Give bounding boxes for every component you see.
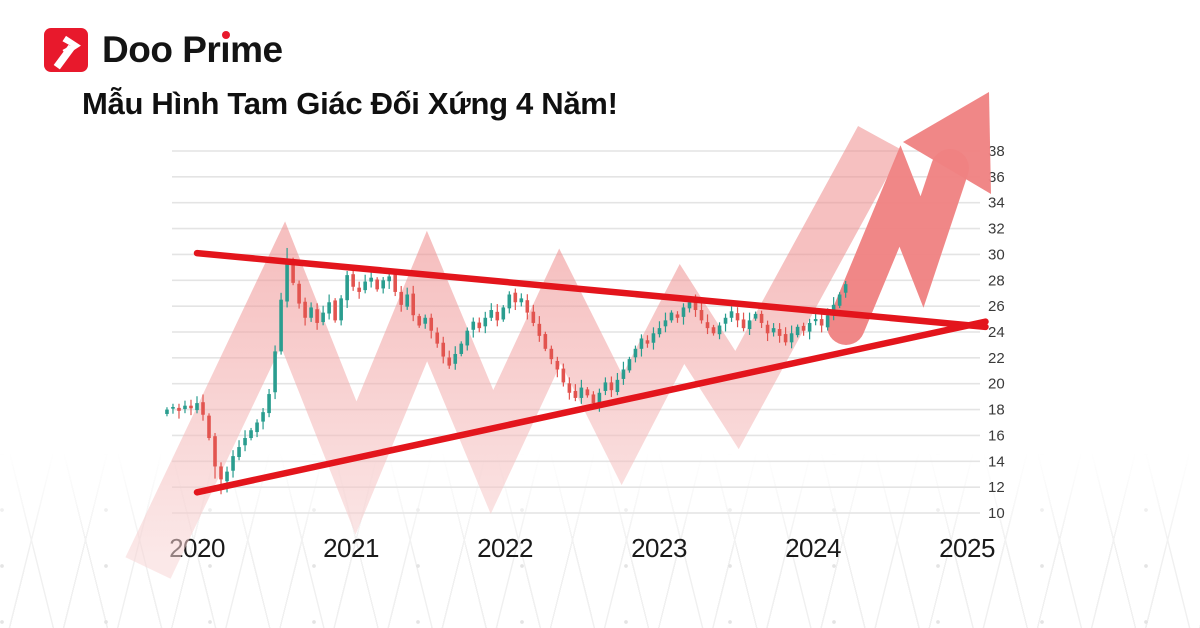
wordmark-dotless-i: ı xyxy=(220,29,231,70)
x-axis-label: 2023 xyxy=(631,533,687,563)
breakout-arrow-shaft xyxy=(827,145,969,345)
breakout-arrow-head xyxy=(903,92,991,194)
y-axis-label: 30 xyxy=(988,246,1005,263)
brand-logo: Doo Prıme xyxy=(44,28,618,72)
y-axis-label: 32 xyxy=(988,221,1005,238)
y-axis-label: 14 xyxy=(988,453,1005,470)
y-axis-label: 36 xyxy=(988,169,1005,186)
x-axis-label: 2022 xyxy=(477,533,533,563)
x-axis-label: 2021 xyxy=(323,533,379,563)
y-axis-label: 20 xyxy=(988,376,1005,393)
y-axis-label: 18 xyxy=(988,402,1005,419)
lower-trendline xyxy=(193,318,989,496)
y-axis-label: 22 xyxy=(988,350,1005,367)
zigzag-band xyxy=(125,126,902,579)
doo-prime-logo-icon xyxy=(44,28,88,72)
y-axis-label: 12 xyxy=(988,479,1005,496)
y-axis-label: 16 xyxy=(988,427,1005,444)
wordmark-pre: Doo Pr xyxy=(102,29,221,70)
wordmark-post: me xyxy=(230,29,283,70)
y-axis-label: 10 xyxy=(988,505,1005,522)
brand-wordmark: Doo Prıme xyxy=(102,28,283,72)
header: Doo Prıme Mẫu Hình Tam Giác Đối Xứng 4 N… xyxy=(44,28,618,122)
y-axis-label: 38 xyxy=(988,143,1005,160)
y-axis-label: 24 xyxy=(988,324,1005,341)
y-axis-label: 28 xyxy=(988,272,1005,289)
candles xyxy=(165,247,848,495)
logo-arrow-glyph xyxy=(53,35,81,70)
x-axis-label: 2024 xyxy=(785,533,841,563)
y-axis-label: 34 xyxy=(988,195,1005,212)
y-axis-label: 26 xyxy=(988,298,1005,315)
page-title: Mẫu Hình Tam Giác Đối Xứng 4 Năm! xyxy=(82,86,618,121)
upper-trendline xyxy=(193,249,989,331)
x-axis-label: 2025 xyxy=(939,533,995,563)
